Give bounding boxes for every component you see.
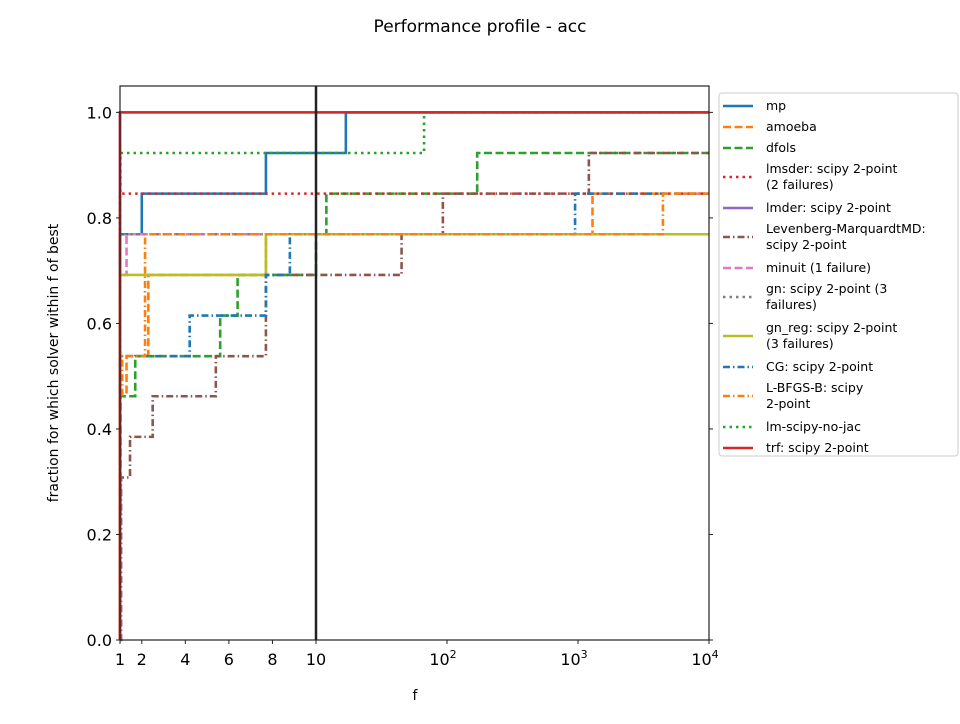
legend-label: (3 failures) [766,336,834,351]
legend-label: L-BFGS-B: scipy [766,380,864,395]
series-line-10 [118,192,709,640]
x-tick-label: 2 [137,650,147,669]
y-axis-label: fraction for which solver within f of be… [46,223,62,502]
series-line-12 [118,111,709,640]
legend-entry: Levenberg-MarquardtMD:scipy 2-point [723,221,926,252]
series-line-7 [118,232,709,640]
legend-entry: dfols [723,140,796,155]
legend-entry: trf: scipy 2-point [723,440,869,455]
legend-entry: gn_reg: scipy 2-point(3 failures) [723,320,897,351]
legend-entry: mp [723,98,786,113]
plot-frame [119,85,710,641]
y-tick-label: 0.0 [87,631,112,650]
x-tick-label: 103 [560,648,587,669]
legend: mp amoeba dfols lmsder: scipy 2-point(2 fai… [718,92,959,457]
y-tick-label: 0.2 [87,525,112,544]
y-tick-label: 0.6 [87,314,112,333]
series-line-9 [118,192,709,640]
series-layer [118,111,709,642]
legend-label: lmder: scipy 2-point [766,200,891,215]
series-line-1 [118,192,709,640]
x-tick-label: 1 [115,650,125,669]
legend-label: 2-point [766,396,810,411]
legend-label: mp [766,98,786,113]
series-line-4 [118,111,709,640]
legend-label: CG: scipy 2-point [766,359,873,374]
series-line-2 [118,151,709,640]
series-line-8 [118,232,709,640]
legend-entry: lmder: scipy 2-point [723,200,891,215]
series-line-6 [118,232,709,640]
legend-label: amoeba [766,119,817,134]
legend-label: lmsder: scipy 2-point [766,161,897,176]
x-tick-exponent: 3 [581,648,588,661]
series-line-11 [118,111,709,640]
legend-label: failures) [766,297,817,312]
x-tick-label: 4 [180,650,190,669]
x-tick-exponent: 4 [712,648,719,661]
legend-label: minuit (1 failure) [766,260,871,275]
legend-entry: amoeba [723,119,817,134]
x-tick-label: 6 [224,650,234,669]
x-axis-label: f [413,688,419,704]
series-line-0 [118,111,709,640]
series-line-3 [118,192,709,640]
legend-entry: lmsder: scipy 2-point(2 failures) [723,161,897,192]
legend-entry: lm-scipy-no-jac [723,419,861,434]
x-tick-label: 10 [306,650,326,669]
y-tick-label: 0.8 [87,209,112,228]
x-tick-label: 102 [429,648,456,669]
legend-label: lm-scipy-no-jac [766,419,861,434]
x-tick-label: 8 [267,650,277,669]
series-line-5 [119,151,709,642]
legend-label: gn_reg: scipy 2-point [766,320,897,335]
legend-label: gn: scipy 2-point (3 [766,281,887,296]
legend-label: scipy 2-point [766,237,847,252]
legend-entry: minuit (1 failure) [723,260,871,275]
legend-label: (2 failures) [766,177,834,192]
legend-box [718,92,959,457]
legend-entry: CG: scipy 2-point [723,359,873,374]
y-tick-label: 0.4 [87,420,112,439]
y-tick-label: 1.0 [87,103,112,122]
x-tick-exponent: 2 [450,648,457,661]
chart-title: Performance profile - acc [374,17,587,37]
x-tick-label: 104 [691,648,718,669]
legend-label: trf: scipy 2-point [766,440,869,455]
legend-label: Levenberg-MarquardtMD: [766,221,926,236]
legend-label: dfols [766,140,796,155]
